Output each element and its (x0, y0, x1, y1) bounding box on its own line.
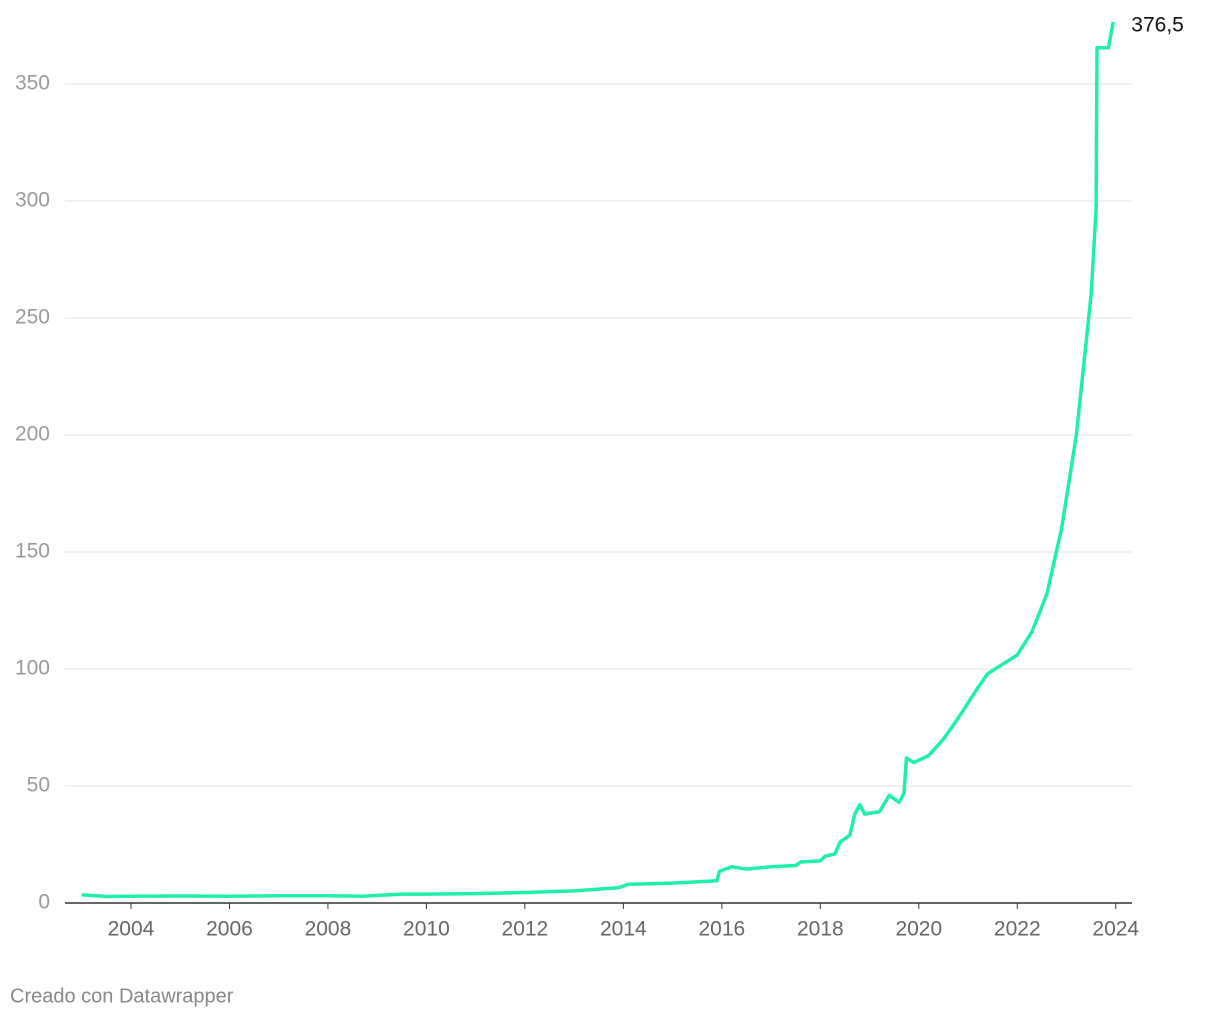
x-tick-label: 2006 (206, 918, 253, 941)
y-tick-label: 300 (15, 189, 50, 212)
y-tick-label: 200 (15, 423, 50, 446)
credit: Creado con Datawrapper (10, 985, 234, 1007)
x-tick-label: 2010 (403, 918, 450, 941)
line (81, 21, 1116, 899)
x-tick-label: 2012 (502, 918, 549, 941)
x-tick-label: 2024 (1092, 918, 1139, 941)
y-tick-label: 350 (15, 72, 50, 95)
y-tick-label: 250 (15, 306, 50, 329)
x-tick-label: 2018 (797, 918, 844, 941)
y-tick-label: 150 (15, 540, 50, 563)
x-tick-label: 2008 (305, 918, 352, 941)
y-tick-label: 50 (27, 774, 50, 797)
y-tick-label: 100 (15, 657, 50, 680)
x-tick-label: 2004 (108, 918, 155, 941)
x-tick-label: 2020 (895, 918, 942, 941)
value-label: 376,5 (1131, 14, 1184, 37)
x-tick-label: 2022 (994, 918, 1041, 941)
x-tick-label: 2016 (698, 918, 745, 941)
y-tick-label: 0 (38, 891, 50, 914)
x-tick-label: 2014 (600, 918, 647, 941)
